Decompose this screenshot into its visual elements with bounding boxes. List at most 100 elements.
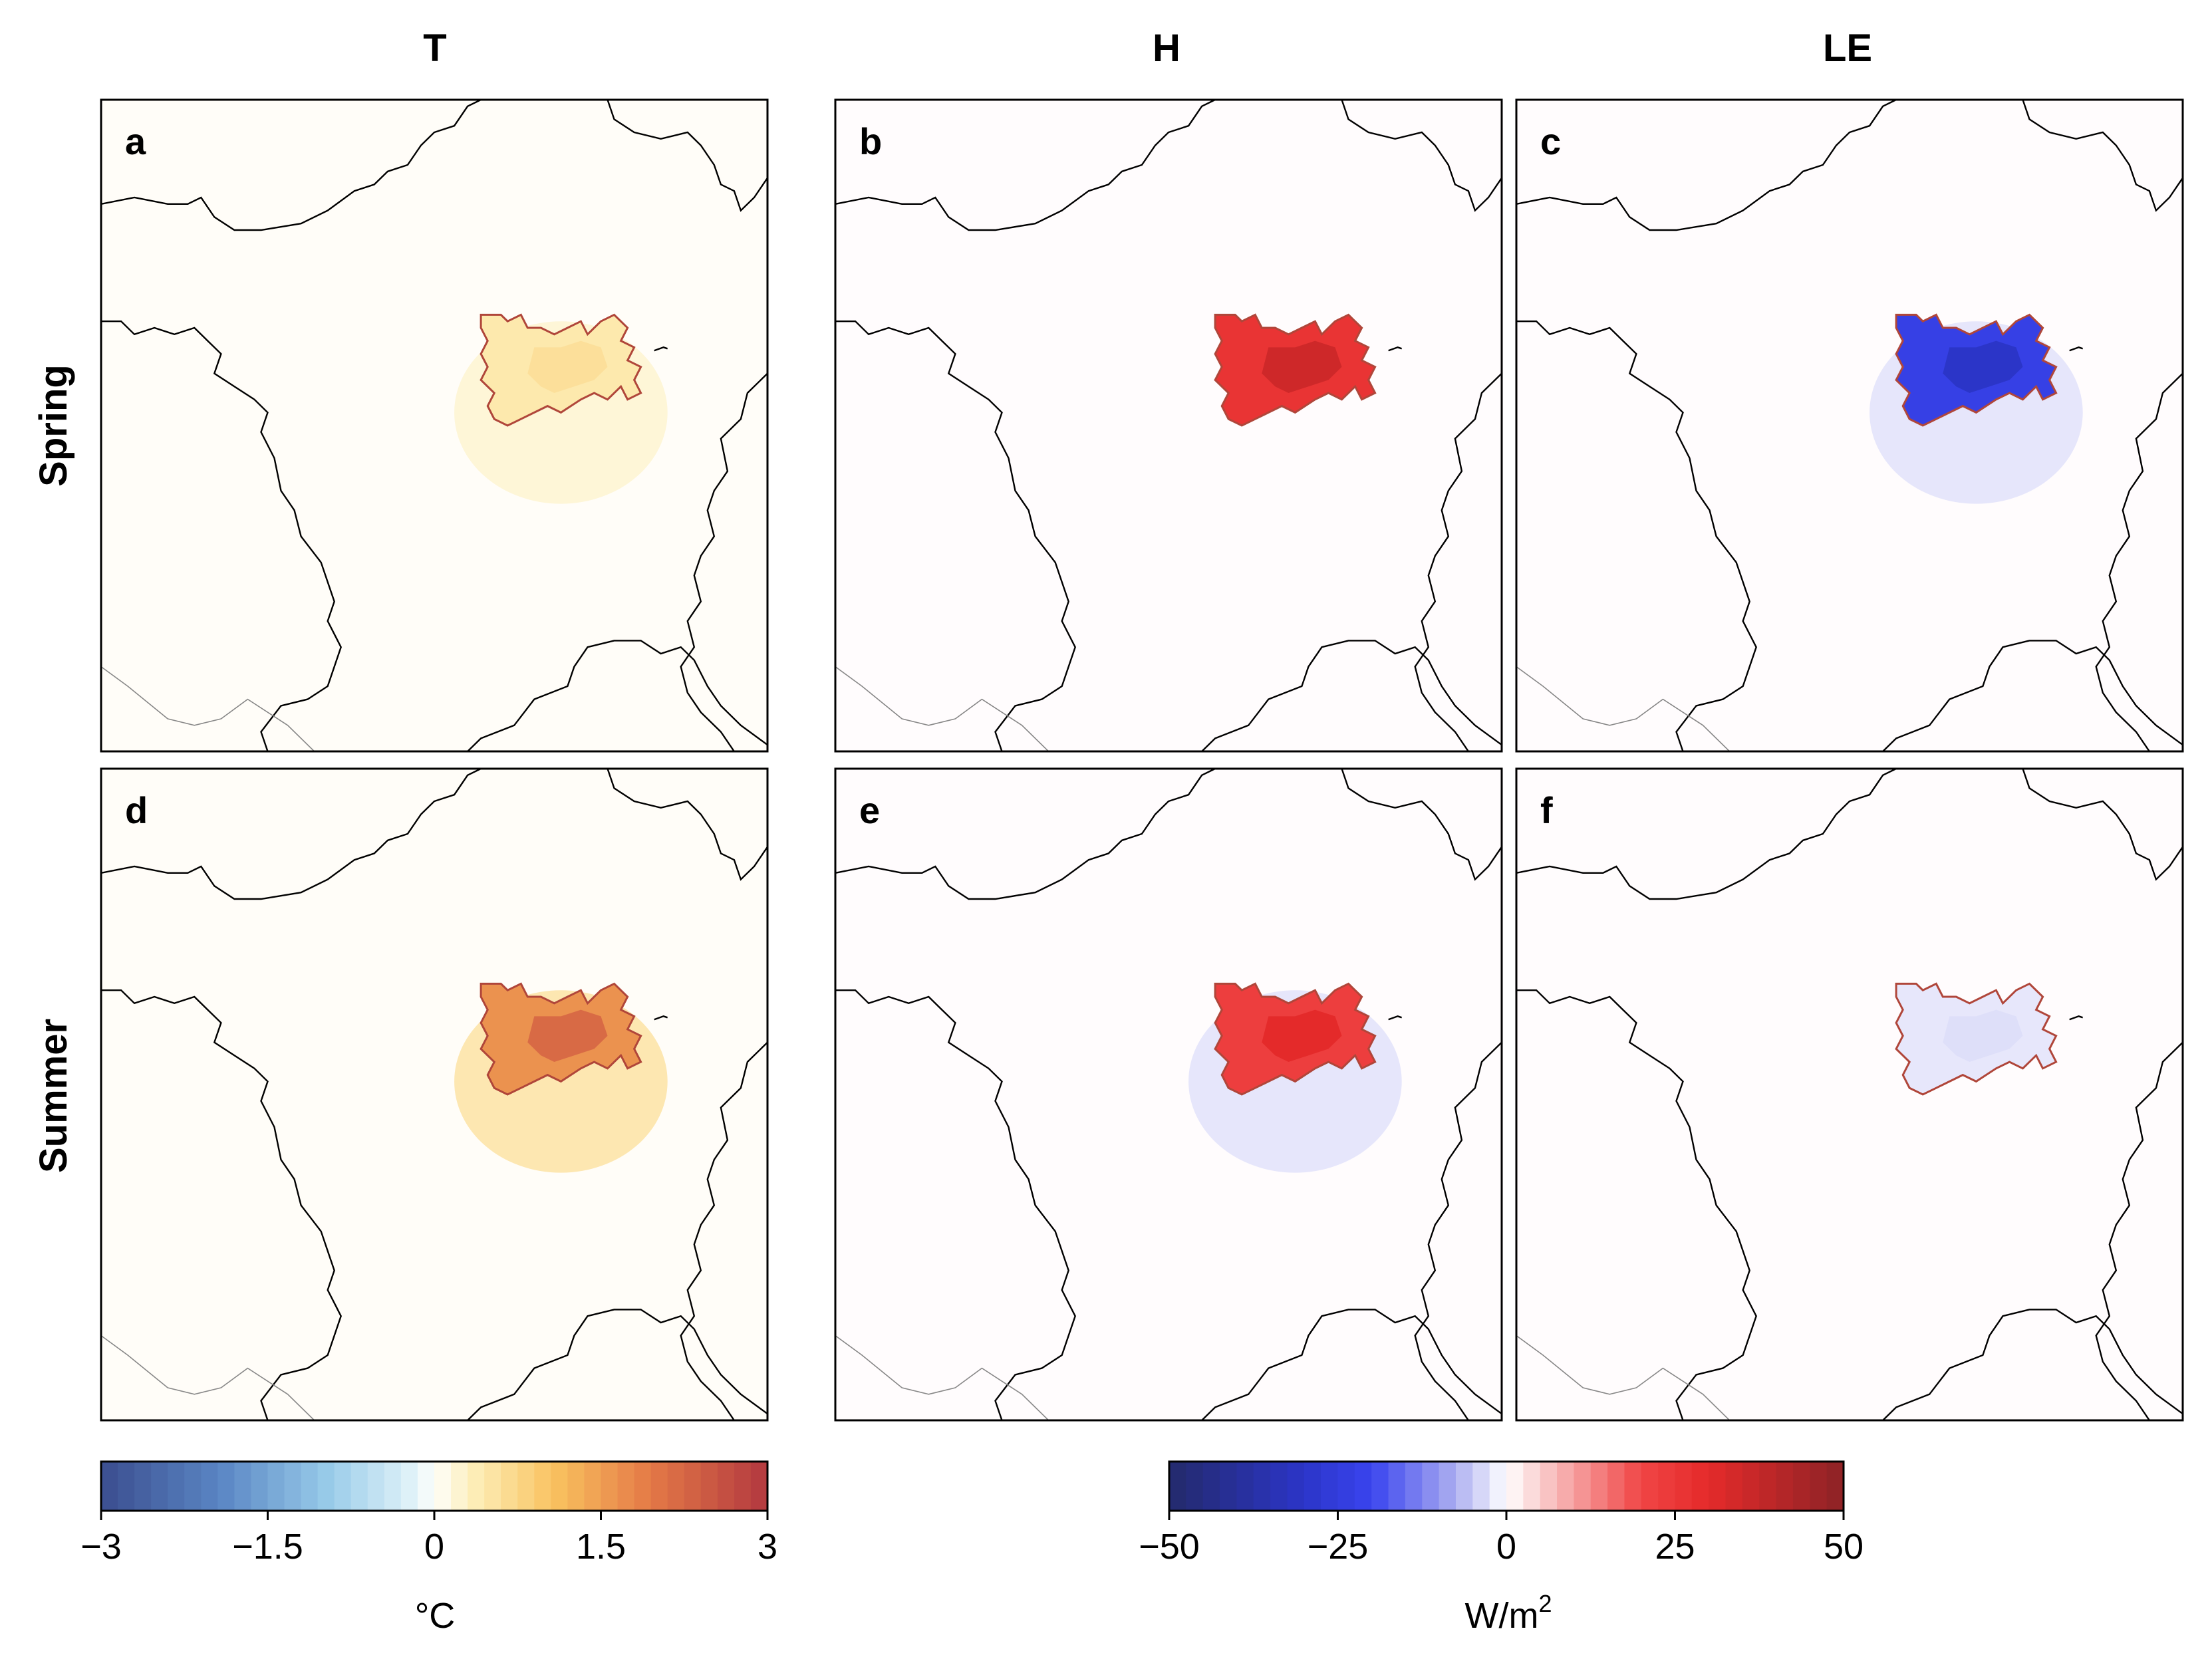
panel-e-coastline [1414, 1041, 1502, 1420]
panel-f-frame [1515, 767, 2184, 1422]
colorbar-temp-level [700, 1462, 718, 1511]
colorbar-temp-level [734, 1462, 752, 1511]
colorbar-flux-level [1658, 1462, 1676, 1511]
colorbar-temp-level [234, 1462, 252, 1511]
panel-b-frame [834, 98, 1503, 753]
colorbar-temp-level [451, 1462, 468, 1511]
colorbar-flux-level [1590, 1462, 1608, 1511]
colorbar-temp-level [334, 1462, 352, 1511]
colorbar-flux-level [1506, 1462, 1524, 1511]
colorbar-flux-level [1236, 1462, 1254, 1511]
panel-c-coastline [2095, 372, 2183, 751]
colorbar-flux-level [1202, 1462, 1220, 1511]
panel-d-urban-core [527, 1009, 608, 1062]
colorbar-temp-level [184, 1462, 202, 1511]
colorbar-temp-level [667, 1462, 685, 1511]
panel-e-island [1388, 1015, 1403, 1021]
colorbar-temp-level [201, 1462, 218, 1511]
panel-b: b [834, 98, 1503, 753]
column-title-T: T [423, 27, 446, 70]
colorbar-flux-level [1725, 1462, 1743, 1511]
colorbar-temp-level [384, 1462, 402, 1511]
panel-e: e [834, 767, 1503, 1422]
colorbar-flux-level [1388, 1462, 1406, 1511]
colorbar-temp-level [484, 1462, 501, 1511]
colorbar-flux-tick-label: −50 [1139, 1527, 1200, 1567]
panel-a-urban-core [527, 340, 608, 393]
colorbar-temp-level [301, 1462, 319, 1511]
panel-c-border-line [1516, 666, 1730, 751]
panel-e-coastline [835, 769, 1216, 900]
panel-d-coastline [467, 1309, 767, 1420]
panel-b-urban-outline [1214, 313, 1377, 427]
panel-d-coastline [101, 769, 482, 900]
panel-d: d [100, 767, 769, 1422]
panel-c-urban-core [1943, 340, 2023, 393]
colorbar-flux-level [1810, 1462, 1828, 1511]
colorbar-flux-level [1574, 1462, 1591, 1511]
panel-c-coastline [1882, 640, 2183, 751]
panel-e-urban-core [1262, 1009, 1342, 1062]
panel-d-frame [100, 767, 769, 1422]
colorbar-temp-tick-label: −3 [80, 1527, 122, 1567]
colorbar-temp-level [617, 1462, 635, 1511]
colorbar-temp-level [601, 1462, 619, 1511]
colorbar-flux-level [1759, 1462, 1777, 1511]
panel-grid: a b c d e f [100, 98, 2184, 1422]
panel-label-c: c [1540, 120, 1561, 162]
colorbar-flux-level [1624, 1462, 1642, 1511]
panel-f-background [1516, 769, 2183, 1420]
panel-label-e: e [859, 789, 880, 831]
colorbar-temp-level [417, 1462, 435, 1511]
panel-b-coastline [1414, 372, 1502, 751]
panel-b-coastline [835, 321, 1076, 751]
panel-a-border-line [101, 666, 315, 751]
row-title-summer: Summer [32, 1019, 75, 1173]
panel-c-urban-outline [1895, 313, 2058, 427]
colorbar-temp-level [567, 1462, 585, 1511]
panel-d-island [654, 1015, 668, 1021]
colorbar-flux-label: W/m2 [1465, 1590, 1552, 1636]
colorbar-temp-level [717, 1462, 735, 1511]
panel-d-coastline [607, 769, 767, 881]
colorbar-temp-level [317, 1462, 335, 1511]
row-title-spring: Spring [32, 364, 75, 487]
colorbar-temp-level [251, 1462, 269, 1511]
panel-b-background [835, 100, 1502, 751]
colorbar-temp-level [134, 1462, 152, 1511]
panel-f-urban-core [1943, 1009, 2023, 1062]
colorbar-flux-level [1523, 1462, 1541, 1511]
colorbar-flux-level [1641, 1462, 1659, 1511]
colorbar-flux-tick-label: 50 [1824, 1527, 1864, 1567]
panel-f-coastline [1516, 989, 1757, 1420]
colorbar-temp-level [118, 1462, 135, 1511]
colorbar-temp-level [350, 1462, 368, 1511]
colorbar-temp-level [217, 1462, 235, 1511]
colorbar-flux-tick-label: −25 [1308, 1527, 1369, 1567]
colorbar-flux-level [1691, 1462, 1709, 1511]
colorbar-temp-tick-label: 3 [758, 1527, 777, 1567]
colorbar-flux-level [1489, 1462, 1507, 1511]
panel-d-border-line [101, 1335, 315, 1420]
colorbar-flux-level [1253, 1462, 1271, 1511]
colorbar-flux-level [1742, 1462, 1760, 1511]
panel-d-coastline [101, 989, 342, 1420]
colorbar-flux-level [1287, 1462, 1305, 1511]
colorbar-temp: −3 −1.5 0 1.5 3 [80, 1460, 777, 1567]
panel-e-coastline [1341, 769, 1502, 881]
colorbar-temp-level [551, 1462, 568, 1511]
colorbar-flux-level [1792, 1462, 1810, 1511]
panel-c-coastline [1516, 100, 1897, 231]
panel-e-coastline [835, 989, 1076, 1420]
panel-d-coastline [680, 1041, 767, 1420]
colorbar-flux-level [1422, 1462, 1440, 1511]
panel-e-urban-outline [1214, 982, 1377, 1096]
colorbar-temp-level [267, 1462, 285, 1511]
colorbar-temp-level [584, 1462, 602, 1511]
panel-f: f [1515, 767, 2184, 1422]
colorbar-flux-level [1405, 1462, 1423, 1511]
panel-e-border-line [835, 1335, 1049, 1420]
colorbar-temp-level [400, 1462, 418, 1511]
panel-f-island [2069, 1015, 2084, 1021]
